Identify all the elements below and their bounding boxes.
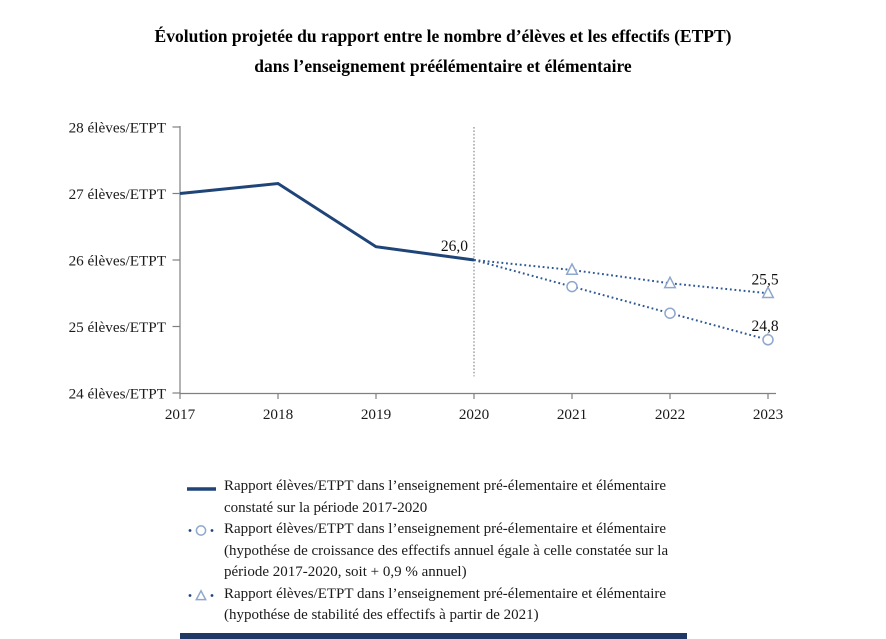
legend-text-line: Rapport élèves/ETPT dans l’enseignement … — [224, 521, 667, 537]
data-label-24-8: 24,8 — [751, 318, 778, 335]
x-tick-label: 2021 — [557, 406, 587, 423]
dotted-circle-swatch-icon — [186, 519, 220, 542]
data-label-26-0: 26,0 — [441, 238, 468, 255]
x-tick-label: 2020 — [459, 406, 490, 423]
y-tick-label: 27 élèves/ETPT — [69, 186, 167, 203]
footer-band — [180, 633, 687, 639]
chart-canvas: 28 élèves/ETPT 27 élèves/ETPT 26 élèves/ET… — [69, 120, 784, 424]
legend-text-line: Rapport élèves/ETPT dans l’enseignement … — [224, 478, 667, 494]
series-hypothese-croissance-effectifs-marker — [566, 280, 578, 293]
series-hypothese-stabilite-effectifs-line — [473, 259, 769, 295]
legend-text-line: période 2017-2020, soit + 0,9 % annuel) — [224, 564, 467, 580]
legend-item-stabilite: Rapport élèves/ETPT dans l’enseignement … — [186, 584, 866, 627]
legend-item-constate: Rapport élèves/ETPT dans l’enseignement … — [186, 476, 866, 519]
chart-legend: Rapport élèves/ETPT dans l’enseignement … — [186, 476, 866, 627]
legend-item-croissance-label: Rapport élèves/ETPT dans l’enseignement … — [224, 519, 668, 584]
x-tick-label: 2022 — [655, 406, 685, 423]
series-hypothese-stabilite-effectifs-marker — [663, 275, 677, 289]
dotted-triangle-swatch-icon — [186, 584, 220, 607]
solid-line-swatch-icon — [186, 476, 220, 499]
page-title: Évolution projetée du rapport entre le n… — [0, 21, 886, 81]
series-hypothese-croissance-effectifs-line — [473, 259, 769, 341]
legend-text-line: constaté sur la période 2017-2020 — [224, 499, 428, 516]
series-hypothese-croissance-effectifs-marker — [664, 307, 676, 319]
series-hypothese-stabilite-effectifs-marker — [761, 285, 775, 299]
legend-item-constate-label: Rapport élèves/ETPT dans l’enseignement … — [224, 476, 666, 519]
y-tick-label: 26 élèves/ETPT — [69, 253, 167, 270]
x-tick-label: 2019 — [361, 406, 391, 423]
y-tick-label: 25 élèves/ETPT — [69, 319, 167, 336]
legend-text-line: Rapport élèves/ETPT dans l’enseignement … — [224, 585, 667, 602]
series-constate-2017-2020-line — [179, 181, 475, 262]
page-title-line2: dans l’enseignement préélémentaire et él… — [254, 56, 632, 76]
legend-item-stabilite-label: Rapport élèves/ETPT dans l’enseignement … — [224, 584, 666, 627]
legend-text-line: (hypothése de croissance des effectifs a… — [224, 542, 669, 559]
y-tick-label: 28 élèves/ETPT — [69, 120, 167, 137]
y-tick-label: 24 élèves/ETPT — [69, 386, 167, 403]
series-hypothese-stabilite-effectifs-marker — [565, 262, 579, 276]
legend-text-line: (hypothése de stabilité des effectifs à … — [224, 607, 539, 623]
series-hypothese-croissance-effectifs-marker — [762, 334, 774, 346]
legend-item-croissance: Rapport élèves/ETPT dans l’enseignement … — [186, 519, 866, 584]
x-tick-label: 2017 — [165, 406, 196, 423]
x-tick-label: 2023 — [753, 406, 783, 423]
data-label-25-5: 25,5 — [751, 271, 778, 288]
x-tick-label: 2018 — [263, 406, 294, 423]
page-title-line1: Évolution projetée du rapport entre le n… — [154, 26, 732, 46]
